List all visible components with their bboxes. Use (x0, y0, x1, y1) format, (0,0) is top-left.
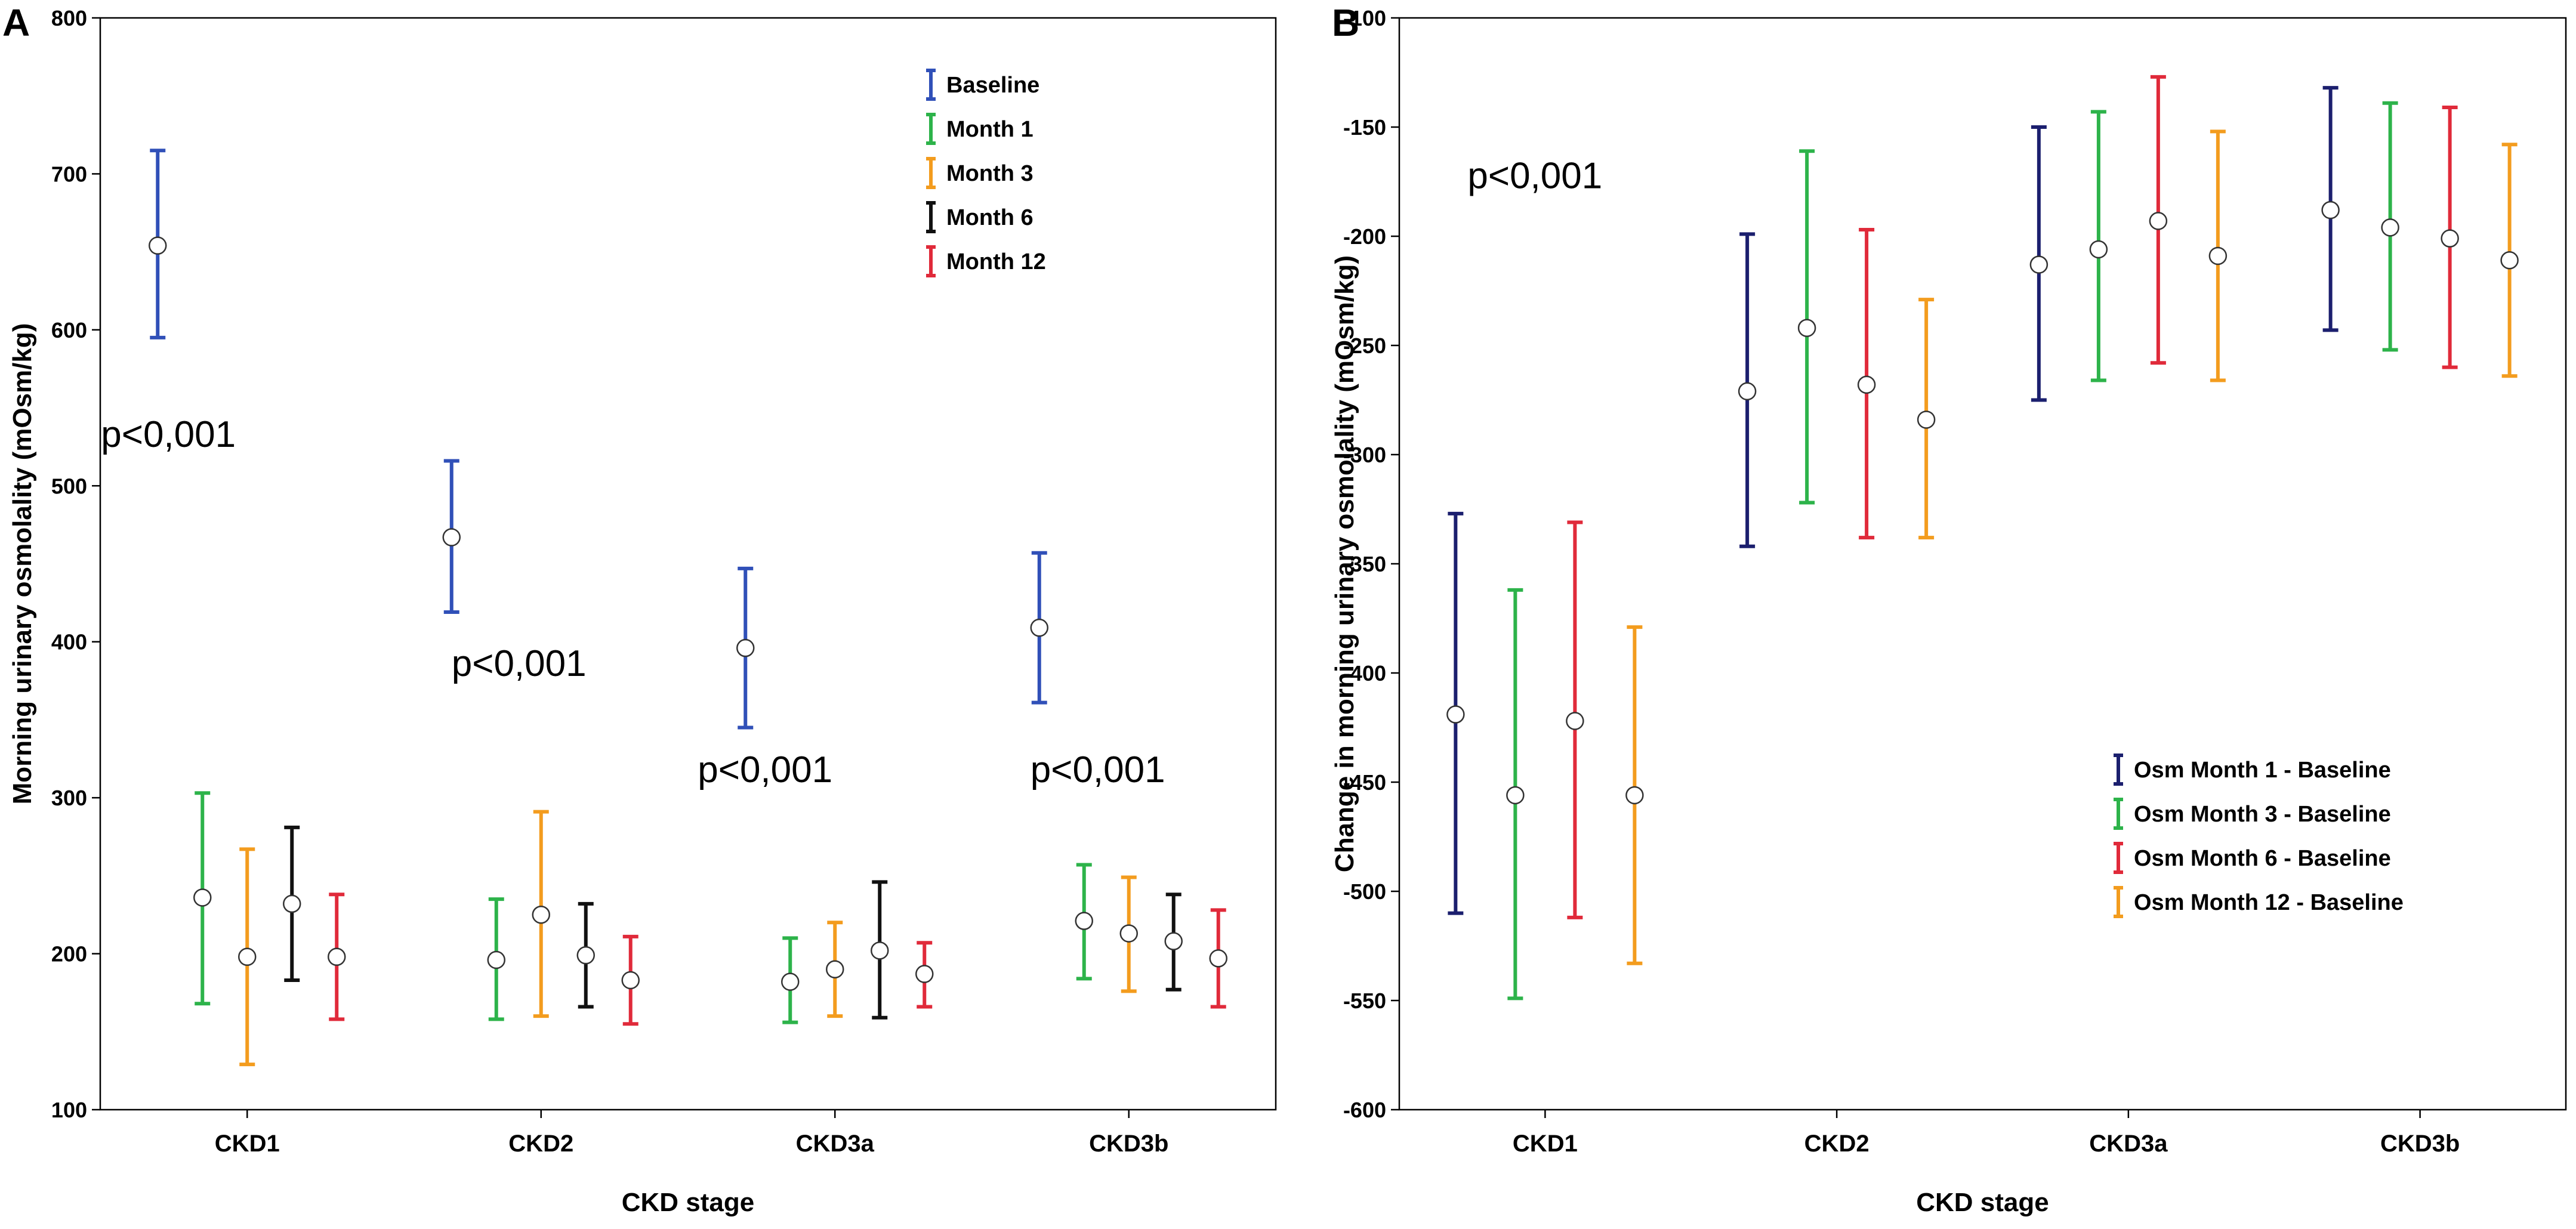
mean-point (826, 960, 844, 978)
x-tick-label: CKD3a (796, 1131, 875, 1157)
x-tick-label: CKD1 (1513, 1131, 1578, 1157)
p-value-annotation: p<0,001 (1031, 749, 1165, 790)
mean-point (621, 971, 640, 990)
mean-point (1506, 786, 1525, 805)
legend-label: Osm Month 3 - Baseline (2134, 802, 2391, 827)
mean-point (1075, 912, 1093, 930)
y-tick-label: -600 (1343, 1098, 1386, 1122)
mean-point (238, 947, 257, 966)
mean-point (2321, 200, 2340, 220)
x-axis-title: CKD stage (622, 1188, 755, 1217)
mean-point (2500, 251, 2519, 270)
series-month-1 (193, 791, 1093, 1024)
y-tick-label: -350 (1343, 552, 1386, 576)
mean-point (781, 972, 800, 991)
p-value-annotation: p<0,001 (452, 643, 587, 684)
legend-label: Month 6 (946, 205, 1034, 230)
series-baseline (149, 149, 1048, 730)
mean-point (328, 947, 346, 966)
x-axis-title: CKD stage (1916, 1188, 2049, 1217)
panel-letter: B (1332, 1, 1359, 44)
p-value-annotation: p<0,001 (101, 414, 236, 455)
y-tick-label: -450 (1343, 770, 1386, 795)
mean-point (532, 905, 550, 924)
series-month-3 (238, 810, 1138, 1067)
x-tick-label: CKD3b (1089, 1131, 1168, 1157)
panel-b: B -600 -550 -500 -450 -400 -350 -300 -250 -200 -15… (1330, 1, 2567, 1217)
y-tick-label: -100 (1343, 6, 1386, 30)
mean-point (736, 638, 755, 657)
series-month-6 (283, 825, 1183, 1020)
series-osm-month-1-baseline (1446, 86, 2340, 915)
mean-point (2089, 240, 2108, 259)
y-axis-title: Morning urinary osmolality (mOsm/kg) (8, 323, 37, 805)
legend-label: Month 1 (946, 117, 1034, 142)
mean-point (283, 894, 301, 913)
y-tick-label: -200 (1343, 224, 1386, 249)
legend-label: Baseline (946, 73, 1039, 98)
x-tick-label: CKD3a (2089, 1131, 2168, 1157)
mean-point (442, 528, 461, 546)
y-tick-label: 500 (51, 474, 87, 498)
mean-point (1209, 949, 1227, 968)
mean-point (1625, 786, 1644, 805)
mean-point (576, 946, 595, 965)
p-value-annotation: p<0,001 (698, 749, 832, 790)
mean-point (2208, 246, 2228, 265)
y-tick-label: 200 (51, 942, 87, 966)
x-tick-label: CKD1 (215, 1131, 280, 1157)
mean-point (1566, 712, 1584, 730)
mean-point (1446, 705, 1465, 724)
y-tick-label: 300 (51, 786, 87, 810)
y-tick-label: -300 (1343, 443, 1386, 467)
series-osm-month-3-baseline (1506, 101, 2399, 1001)
mean-point (1030, 618, 1048, 637)
y-tick-label: -500 (1343, 879, 1386, 904)
series-osm-month-12-baseline (1625, 129, 2519, 965)
y-tick-label: 400 (51, 630, 87, 654)
mean-point (2149, 212, 2168, 230)
y-tick-label: -150 (1343, 115, 1386, 140)
x-tick-label: CKD3b (2380, 1131, 2460, 1157)
legend: Baseline Month 1 Month 3 Month 6 Month 12 (926, 69, 1046, 277)
mean-point (2441, 229, 2459, 248)
mean-point (1917, 410, 1936, 429)
mean-point (1797, 319, 1816, 337)
y-tick-label: -250 (1343, 334, 1386, 358)
legend-label: Osm Month 6 - Baseline (2134, 846, 2391, 871)
plot-area-frame (99, 17, 1277, 1111)
mean-point (1164, 932, 1183, 950)
mean-point (1857, 375, 1876, 394)
series-month-12 (328, 893, 1227, 1026)
panel-letter: A (2, 1, 30, 44)
y-tick-label: 800 (51, 6, 87, 30)
y-tick-label: 600 (51, 318, 87, 342)
mean-point (2029, 255, 2049, 274)
legend-label: Osm Month 1 - Baseline (2134, 758, 2391, 783)
legend-label: Osm Month 12 - Baseline (2134, 890, 2404, 915)
panel-a: A 100 200 300 400 500 600 700 800 CKD1 CKD2 CKD3a CK… (2, 1, 1277, 1217)
legend-label: Month 3 (946, 161, 1034, 186)
y-tick-label: 700 (51, 162, 87, 186)
y-tick-label: 100 (51, 1098, 87, 1122)
mean-point (1119, 924, 1138, 943)
mean-point (915, 965, 934, 983)
mean-point (871, 941, 889, 960)
legend-label: Month 12 (946, 249, 1046, 274)
mean-point (2381, 218, 2399, 237)
legend: Osm Month 1 - Baseline Osm Month 3 - Base… (2114, 754, 2404, 918)
p-value-annotation: p<0,001 (1467, 155, 1602, 196)
mean-point (1738, 382, 1757, 401)
y-axis-title: Change in morning urinary osmolality (mO… (1330, 255, 1359, 872)
x-tick-label: CKD2 (1804, 1131, 1869, 1157)
series-osm-month-6-baseline (1566, 75, 2459, 919)
y-tick-label: -400 (1343, 661, 1386, 685)
mean-point (193, 888, 212, 907)
y-tick-label: -550 (1343, 989, 1386, 1013)
mean-point (487, 950, 505, 969)
x-tick-label: CKD2 (508, 1131, 573, 1157)
mean-point (149, 236, 167, 255)
